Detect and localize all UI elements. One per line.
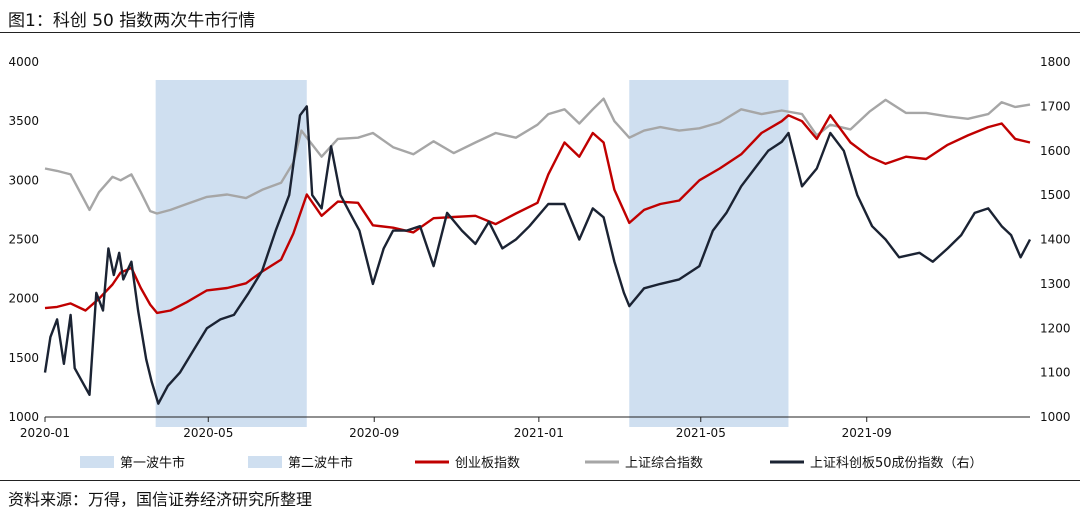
bull-market-bands — [155, 80, 789, 427]
y-left-tick-label: 1000 — [8, 410, 39, 424]
x-tick-label: 2021-09 — [842, 426, 892, 440]
legend-label: 上证综合指数 — [625, 456, 703, 471]
series-lines — [43, 97, 1032, 405]
series-line-2 — [44, 97, 1031, 215]
y-left-tick-label: 2500 — [8, 233, 39, 247]
y-right-tick-label: 1200 — [1040, 321, 1071, 335]
y-left-tick-label: 3500 — [8, 114, 39, 128]
x-tick-label: 2021-05 — [676, 426, 726, 440]
chart-canvas: 1000 1500 2000 2500 3000 3500 4000 1000 1100 1200… — [8, 55, 1070, 471]
bottom-rule — [0, 480, 1080, 481]
source-note: 资料来源：万得，国信证券经济研究所整理 — [8, 490, 313, 509]
series-line-1 — [44, 114, 1031, 315]
chart-legend: 第一波牛市 第二波牛市 创业板指数 上证综合指数 上证科创板50成份指数（右） — [80, 455, 983, 471]
x-tick-label: 2021-01 — [514, 426, 564, 440]
y-right-tick-label: 1000 — [1040, 410, 1071, 424]
chart-title: 图1：科创 50 指数两次牛市行情 — [8, 11, 256, 31]
legend-label: 上证科创板50成份指数（右） — [810, 456, 983, 471]
top-rule — [0, 32, 1080, 33]
x-tick-label: 2020-01 — [20, 426, 70, 440]
y-right-tick-label: 1100 — [1040, 366, 1071, 380]
y-right-tick-label: 1800 — [1040, 55, 1071, 69]
series-line-3 — [43, 105, 1032, 405]
legend-swatch-band — [248, 456, 282, 468]
legend-swatch-band — [80, 456, 114, 468]
y-left-tick-label: 4000 — [8, 55, 39, 69]
y-right-tick-label: 1300 — [1040, 277, 1071, 291]
y-left-tick-label: 2000 — [8, 292, 39, 306]
y-right-tick-label: 1400 — [1040, 233, 1071, 247]
y-right-tick-label: 1700 — [1040, 99, 1071, 113]
legend-label: 创业板指数 — [455, 456, 520, 471]
y-left-tick-label: 3000 — [8, 173, 39, 187]
bull-band-2 — [629, 80, 789, 427]
axes: 1000 1500 2000 2500 3000 3500 4000 1000 1100 1200… — [8, 55, 1070, 440]
legend-label: 第一波牛市 — [120, 455, 185, 471]
y-right-tick-label: 1500 — [1040, 188, 1071, 202]
y-right-tick-label: 1600 — [1040, 144, 1071, 158]
x-tick-label: 2020-05 — [183, 426, 233, 440]
x-tick-label: 2020-09 — [349, 426, 399, 440]
y-left-tick-label: 1500 — [8, 351, 39, 365]
legend-label: 第二波牛市 — [288, 455, 353, 471]
